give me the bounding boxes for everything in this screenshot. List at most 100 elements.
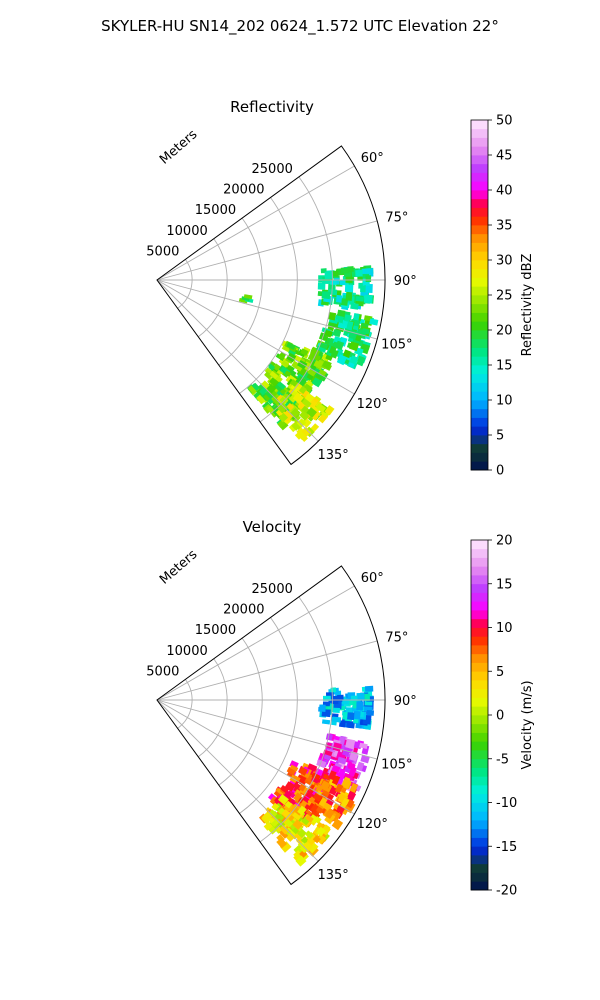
colorbar-segment <box>471 408 488 418</box>
colorbar-segment <box>471 356 488 366</box>
colorbar-segment <box>471 251 488 261</box>
colorbar-segment <box>471 146 488 156</box>
colorbar-segment <box>471 172 488 182</box>
colorbar-segment <box>471 855 488 865</box>
colorbar-tick-label: 15 <box>496 577 513 592</box>
azimuth-gridline <box>156 699 319 862</box>
range-ring <box>177 259 193 309</box>
range-ring <box>239 197 298 394</box>
azimuth-gridline <box>156 220 378 281</box>
colorbar-segment <box>471 382 488 392</box>
echo-gate <box>330 687 337 693</box>
azimuth-gridline <box>156 585 355 701</box>
colorbar-segment <box>471 846 488 856</box>
colorbar-segment <box>471 260 488 270</box>
azimuth-tick-label: 90° <box>394 274 417 289</box>
echo-gate <box>342 349 352 359</box>
colorbar-segment <box>471 723 488 733</box>
range-tick-label: 15000 <box>195 203 236 218</box>
colorbar-segment <box>471 653 488 663</box>
colorbar-segment <box>471 837 488 847</box>
colorbar-segment <box>471 128 488 138</box>
colorbar-tick-label: 25 <box>496 289 513 304</box>
colorbar-segment <box>471 557 488 567</box>
echo-gate <box>323 754 332 761</box>
echo-gate <box>284 800 293 809</box>
echo-gate <box>349 783 359 793</box>
echo-gate <box>355 335 362 342</box>
colorbar-segment <box>471 785 488 795</box>
azimuth-gridline <box>156 165 355 281</box>
colorbar-segment <box>471 417 488 427</box>
echo-gate <box>349 355 359 365</box>
echo-gate <box>366 710 375 716</box>
velocity-colorbar-label: Velocity (m/s) <box>520 680 535 769</box>
colorbar-segment <box>471 190 488 200</box>
range-ring <box>218 217 263 366</box>
colorbar-tick-label: 45 <box>496 149 513 164</box>
colorbar-tick-label: -5 <box>496 752 509 767</box>
echo-gate <box>292 392 304 404</box>
colorbar-tick-label: -10 <box>496 796 517 811</box>
echo-gate <box>356 761 365 772</box>
colorbar-segment <box>471 365 488 375</box>
azimuth-tick-label: 75° <box>385 630 408 645</box>
echo-gate <box>335 294 343 303</box>
echo-gate <box>263 394 271 402</box>
colorbar-segment <box>471 225 488 235</box>
echo-gate <box>295 375 308 387</box>
range-ring <box>218 637 263 786</box>
reflectivity-panel: Reflectivity Meters 60° 75° 90° 105° 120° 135… <box>146 98 535 479</box>
colorbar-segment <box>471 233 488 243</box>
colorbar-segment <box>471 872 488 882</box>
azimuth-tick-label: 135° <box>317 868 348 883</box>
echo-gate <box>332 329 342 338</box>
echo-gate <box>316 826 326 837</box>
range-tick-label: 15000 <box>195 623 236 638</box>
echo-gate <box>342 699 350 705</box>
echo-gate <box>328 312 337 321</box>
echo-gate <box>301 426 312 437</box>
colorbar-tick-label: 35 <box>496 219 513 234</box>
azimuth-tick-label: 90° <box>394 694 417 709</box>
echo-gate <box>316 759 327 769</box>
echo-gate <box>284 781 296 792</box>
colorbar-segment <box>471 688 488 698</box>
echo-gate <box>369 318 379 326</box>
echo-gate <box>322 695 331 701</box>
echo-gate <box>266 383 277 394</box>
colorbar-segment <box>471 216 488 226</box>
echo-gate <box>321 719 331 725</box>
colorbar-segment <box>471 741 488 751</box>
echo-gate <box>359 742 368 749</box>
azimuth-gridline <box>156 640 378 701</box>
colorbar-segment <box>471 583 488 593</box>
echo-gate <box>334 783 344 794</box>
colorbar-tick-label: 30 <box>496 254 513 269</box>
echo-gate <box>269 377 279 387</box>
azimuth-gridline <box>156 279 378 340</box>
echo-gate <box>281 360 290 368</box>
colorbar-tick-label: 5 <box>496 429 504 444</box>
echo-gate <box>345 291 353 301</box>
colorbar-segment <box>471 330 488 340</box>
figure-title: SKYLER-HU SN14_202 0624_1.572 UTC Elevat… <box>101 17 499 36</box>
echo-gate <box>284 819 294 828</box>
echo-gate <box>306 407 318 418</box>
azimuth-tick-label: 60° <box>361 571 384 586</box>
echo-gate <box>346 799 355 809</box>
echo-gate <box>277 402 289 414</box>
echo-gate <box>247 385 257 395</box>
colorbar-segment <box>471 400 488 410</box>
echo-gate <box>279 794 289 803</box>
echo-gate <box>345 738 356 750</box>
echo-gate <box>332 341 342 350</box>
echo-gate <box>365 275 372 283</box>
colorbar-tick-label: 50 <box>496 114 513 129</box>
colorbar-tick-label: 40 <box>496 184 513 199</box>
echo-gate <box>304 830 314 840</box>
colorbar-segment <box>471 426 488 436</box>
echo-gate <box>353 710 361 720</box>
velocity-panel: Velocity Meters 60° 75° 90° 105° 120° 135° 500… <box>146 518 535 899</box>
reflectivity-radial-label: Meters <box>157 127 201 168</box>
